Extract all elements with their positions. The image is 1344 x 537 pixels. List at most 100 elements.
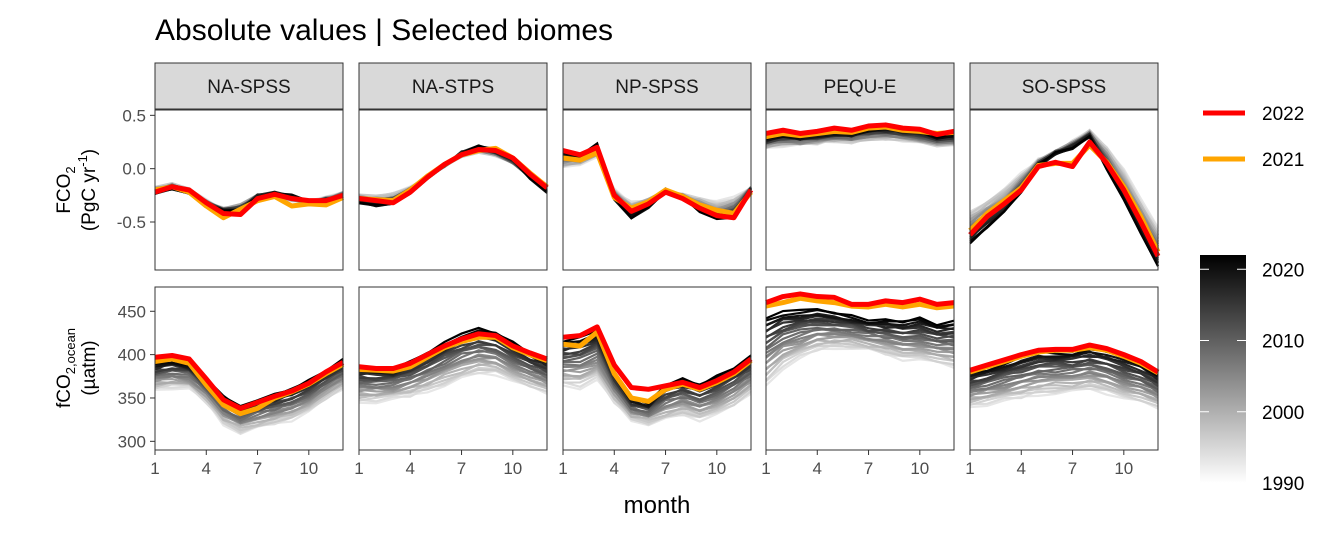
background-year-line bbox=[969, 353, 1159, 384]
background-year-line bbox=[969, 363, 1159, 389]
background-year-line bbox=[358, 366, 548, 402]
x-tick-label: 7 bbox=[1068, 459, 1077, 478]
svg-text:FCO2: FCO2 bbox=[54, 166, 78, 213]
series-line-2022 bbox=[765, 122, 955, 138]
background-year-line bbox=[969, 363, 1159, 391]
series-line-2022 bbox=[358, 331, 548, 371]
panel-background bbox=[766, 287, 954, 450]
background-year-line bbox=[969, 366, 1159, 392]
facet-strip-np-spss bbox=[562, 62, 752, 110]
background-year-line bbox=[562, 371, 752, 424]
colorbar-label: 2020 bbox=[1262, 260, 1304, 281]
y-tick-label: 400 bbox=[118, 346, 146, 365]
background-year-line bbox=[765, 326, 955, 349]
background-year-line bbox=[765, 308, 955, 329]
y-tick-label: -0.5 bbox=[117, 213, 146, 232]
background-year-line bbox=[969, 387, 1159, 410]
facet-label-pequ-e: PEQU-E bbox=[824, 77, 897, 98]
background-year-line bbox=[562, 341, 752, 409]
x-tick-label: 4 bbox=[610, 459, 619, 478]
y-tick-label: 350 bbox=[118, 389, 146, 408]
x-tick-label: 1 bbox=[150, 459, 159, 478]
x-tick-label: 10 bbox=[910, 459, 929, 478]
background-year-line bbox=[765, 338, 955, 370]
x-tick-label: 1 bbox=[558, 459, 567, 478]
y-axis-title-row1-main: FCO bbox=[54, 174, 75, 214]
panel-border bbox=[562, 109, 752, 271]
x-tick-label: 10 bbox=[707, 459, 726, 478]
colorbar: 2020 2010 2000 1990 bbox=[1200, 255, 1304, 495]
panel-border bbox=[358, 286, 548, 451]
y-axis-title-row2-main: fCO bbox=[54, 374, 75, 408]
panel-border bbox=[358, 109, 548, 271]
y-axis-title-row2-sub: 2,ocean bbox=[63, 328, 78, 374]
x-tick-label: 10 bbox=[503, 459, 522, 478]
background-year-line bbox=[765, 341, 955, 376]
background-year-line bbox=[154, 372, 344, 424]
colorbar-gradient bbox=[1200, 255, 1246, 483]
panel-background bbox=[359, 110, 547, 270]
background-year-line bbox=[969, 134, 1159, 267]
panel-border bbox=[154, 109, 344, 271]
x-tick-label: 1 bbox=[354, 459, 363, 478]
background-year-line bbox=[765, 320, 955, 339]
background-year-line bbox=[765, 332, 955, 358]
background-year-line bbox=[154, 375, 344, 425]
background-year-line bbox=[765, 313, 955, 328]
background-year-line bbox=[765, 317, 955, 339]
y-tick-label: 300 bbox=[118, 432, 146, 451]
x-tick-label: 4 bbox=[406, 459, 415, 478]
x-tick-label: 1 bbox=[965, 459, 974, 478]
background-year-line bbox=[969, 368, 1159, 394]
legend-label-2022: 2022 bbox=[1262, 104, 1304, 125]
facet-strip-so-spss bbox=[969, 62, 1159, 110]
panel-border bbox=[969, 286, 1159, 451]
x-tick-label: 7 bbox=[253, 459, 262, 478]
facet-label-np-spss: NP-SPSS bbox=[615, 77, 698, 98]
x-tick-label: 4 bbox=[813, 459, 822, 478]
background-year-line bbox=[358, 349, 548, 386]
y-axis-title-row1-sub: 2 bbox=[63, 166, 78, 173]
colorbar-label: 1990 bbox=[1262, 474, 1304, 495]
background-year-line bbox=[562, 358, 752, 418]
x-axis-title: month bbox=[624, 492, 691, 519]
background-year-line bbox=[969, 372, 1159, 397]
x-tick-label: 10 bbox=[299, 459, 318, 478]
panel-border bbox=[154, 286, 344, 451]
y-axis-units-row1-sup: -1 bbox=[75, 155, 90, 167]
y-axis-title-row2: fCO2,ocean (µatm) bbox=[54, 328, 100, 408]
x-tick-label: 4 bbox=[202, 459, 211, 478]
y-axis-units-row1: (PgC yr bbox=[79, 166, 100, 231]
x-tick-label: 7 bbox=[661, 459, 670, 478]
background-year-line bbox=[969, 359, 1159, 385]
colorbar-label: 2010 bbox=[1262, 332, 1304, 353]
panel-background bbox=[563, 110, 751, 270]
series-line-2022 bbox=[562, 144, 754, 221]
x-tick-label: 1 bbox=[761, 459, 770, 478]
panel-border bbox=[765, 286, 955, 451]
background-year-line bbox=[358, 349, 548, 389]
legend-label-2021: 2021 bbox=[1262, 150, 1304, 171]
svg-text:fCO2,ocean: fCO2,ocean bbox=[54, 328, 78, 408]
y-tick-label: 0.5 bbox=[122, 106, 146, 125]
background-year-line bbox=[969, 382, 1159, 408]
series-line-2022 bbox=[765, 291, 955, 307]
background-year-line bbox=[765, 327, 955, 354]
chart-title: Absolute values | Selected biomes bbox=[155, 14, 613, 47]
x-tick-label: 10 bbox=[1114, 459, 1133, 478]
facet-strip-pequ-e bbox=[765, 62, 955, 110]
series-line-2022 bbox=[969, 342, 1160, 375]
background-year-line bbox=[358, 353, 548, 391]
x-tick-label: 7 bbox=[864, 459, 873, 478]
series-line-2022 bbox=[358, 146, 549, 206]
facet-strip-na-stps bbox=[358, 62, 548, 110]
series-line-2022 bbox=[968, 139, 1161, 258]
y-axis-units-row1-end: ) bbox=[79, 149, 100, 155]
facet-strip-na-spss bbox=[154, 62, 344, 110]
background-year-line bbox=[765, 336, 955, 371]
background-year-line bbox=[358, 354, 548, 390]
background-year-line bbox=[562, 355, 752, 417]
facet-label-na-stps: NA-STPS bbox=[412, 77, 494, 98]
series-line-2022 bbox=[562, 324, 753, 392]
